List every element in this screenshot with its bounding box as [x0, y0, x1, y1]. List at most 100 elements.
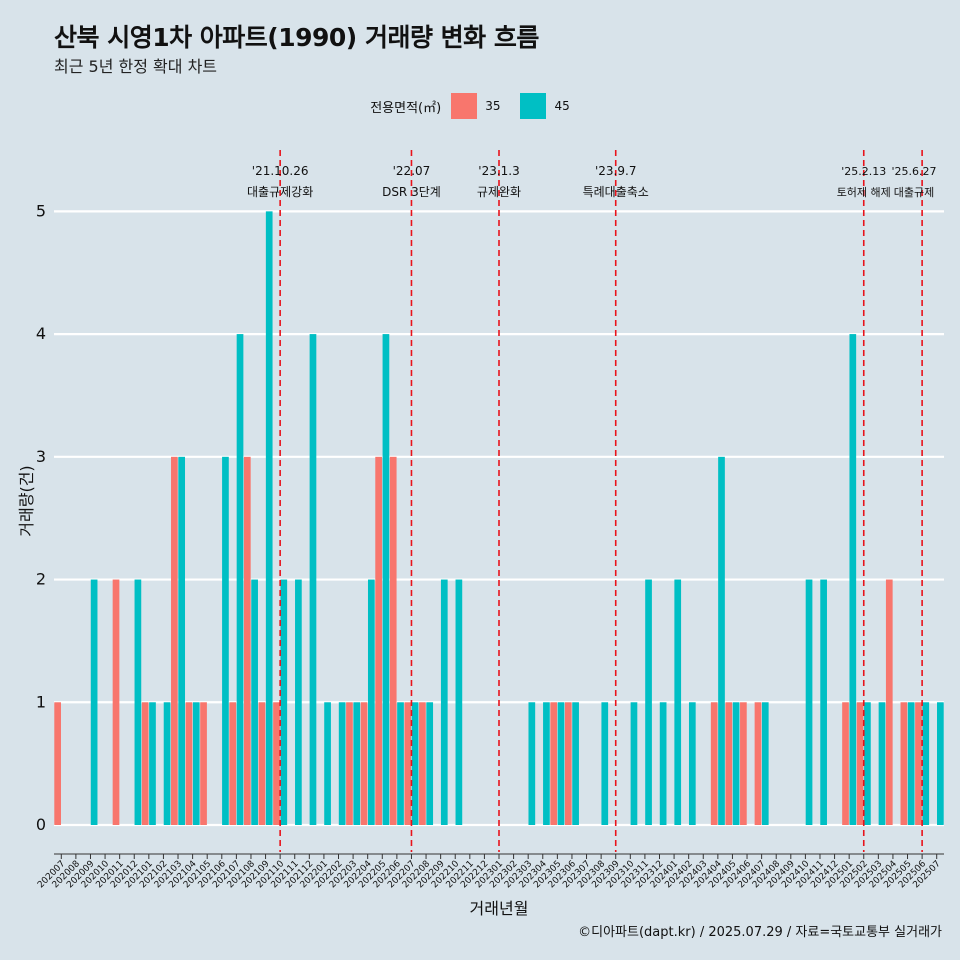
bar-45-202203 [353, 702, 361, 825]
bar-45-202111 [295, 579, 302, 825]
y-tick-label-3: 3 [36, 447, 46, 466]
bar-45-202308 [601, 702, 609, 825]
bar-45-202208 [426, 702, 434, 825]
bar-35-202306 [564, 702, 572, 825]
bar-35-202109 [258, 702, 266, 825]
bar-35-202502 [856, 702, 864, 825]
event-label-202110: 대출규제강화 [247, 185, 313, 199]
bar-35-202207 [404, 702, 412, 825]
y-tick-label-2: 2 [36, 570, 46, 589]
bar-45-202210 [455, 579, 463, 825]
bar-35-202107 [229, 702, 237, 825]
bar-45-202102 [163, 702, 171, 825]
bar-45-202206 [397, 702, 404, 825]
bar-35-202101 [141, 702, 149, 825]
bar-35-202405 [725, 702, 733, 825]
legend-key-45 [520, 93, 547, 119]
legend-title: 전용면적(㎡) [370, 100, 442, 116]
event-label-202502: 토허제 해제 [837, 185, 891, 199]
bar-45-202303 [528, 702, 536, 825]
chart-subtitle: 최근 5년 한정 확대 차트 [54, 57, 218, 76]
bar-35-202007 [54, 702, 61, 825]
bar-45-202401 [674, 579, 682, 825]
bar-45-202204 [367, 579, 375, 825]
source-caption: ©디아파트(dapt.kr) / 2025.07.29 / 자료=국토교통부 실… [578, 925, 942, 940]
event-date-202506: '25.6.27 [891, 165, 936, 178]
bar-45-202311 [645, 579, 652, 825]
bar-45-202312 [659, 702, 667, 825]
bar-35-202108 [243, 456, 251, 825]
legend-label-35: 35 [485, 99, 501, 113]
bar-45-202305 [557, 702, 565, 825]
legend-label-45: 45 [554, 99, 570, 113]
bar-35-202506 [915, 702, 922, 825]
bar-45-202306 [572, 702, 579, 825]
y-tick-label-5: 5 [36, 201, 46, 220]
bar-45-202109 [265, 211, 273, 825]
bar-35-202104 [185, 702, 193, 825]
legend-key-35 [451, 93, 478, 119]
event-date-202502: '25.2.13 [841, 165, 886, 178]
y-tick-label-4: 4 [36, 324, 46, 343]
bar-45-202112 [309, 334, 317, 825]
bar-45-202106 [222, 456, 229, 825]
bar-45-202310 [630, 702, 638, 825]
bar-45-202202 [338, 702, 346, 825]
bar-45-202505 [907, 702, 915, 825]
event-label-202506: 대출규제 [894, 186, 934, 199]
bar-35-202406 [740, 702, 747, 825]
bar-35-202206 [389, 456, 397, 825]
event-date-202301: '23.1.3 [478, 164, 519, 178]
bar-45-202506 [922, 702, 930, 825]
bar-45-202405 [732, 702, 740, 825]
bar-35-202208 [419, 702, 426, 825]
y-tick-label-1: 1 [36, 692, 46, 711]
bar-45-202304 [543, 702, 550, 825]
bar-35-202504 [885, 579, 893, 825]
bar-35-202501 [842, 702, 849, 825]
bar-45-202502 [864, 702, 871, 825]
event-date-202110: '21.10.26 [252, 164, 309, 178]
bar-45-202103 [178, 456, 186, 825]
bar-35-202305 [550, 702, 558, 825]
bar-45-202207 [411, 702, 419, 825]
y-axis-title: 거래량(건) [17, 465, 36, 536]
bar-45-202410 [805, 579, 813, 825]
bar-45-202507 [937, 702, 944, 825]
bar-45-202205 [382, 334, 390, 825]
bar-35-202205 [375, 456, 382, 825]
bar-45-202101 [149, 702, 156, 825]
bar-45-202104 [192, 702, 200, 825]
bar-35-202407 [754, 702, 762, 825]
bar-45-202201 [324, 702, 331, 825]
event-date-202309: '23.9.7 [595, 164, 636, 178]
bar-35-202204 [360, 702, 368, 825]
bar-45-202009 [90, 579, 98, 825]
x-axis-title: 거래년월 [470, 899, 529, 918]
bar-45-202407 [761, 702, 769, 825]
bar-35-202011 [112, 579, 120, 825]
chart-title: 산북 시영1차 아파트(1990) 거래량 변화 흐름 [54, 23, 539, 52]
bar-45-202411 [820, 579, 827, 825]
bar-45-202402 [688, 702, 696, 825]
bar-45-202501 [849, 334, 857, 825]
bar-45-202404 [718, 456, 725, 825]
legend: 전용면적(㎡) 35 45 [0, 93, 960, 119]
bar-45-202209 [440, 579, 448, 825]
bar-35-202404 [710, 702, 718, 825]
y-tick-label-0: 0 [36, 815, 46, 834]
bar-45-202107 [236, 334, 244, 825]
event-label-202301: 규제완화 [477, 185, 521, 199]
bar-35-202203 [346, 702, 353, 825]
bar-45-202108 [251, 579, 258, 825]
bar-45-202110 [280, 579, 288, 825]
bar-35-202105 [200, 702, 207, 825]
bar-35-202103 [171, 456, 178, 825]
bar-35-202505 [900, 702, 908, 825]
event-date-202207: '22.07 [393, 164, 431, 178]
bar-45-202503 [878, 702, 886, 825]
bar-35-202110 [273, 702, 280, 825]
event-label-202207: DSR 3단계 [382, 185, 441, 199]
bar-45-202012 [134, 579, 142, 825]
event-label-202309: 특례대출축소 [583, 185, 649, 199]
